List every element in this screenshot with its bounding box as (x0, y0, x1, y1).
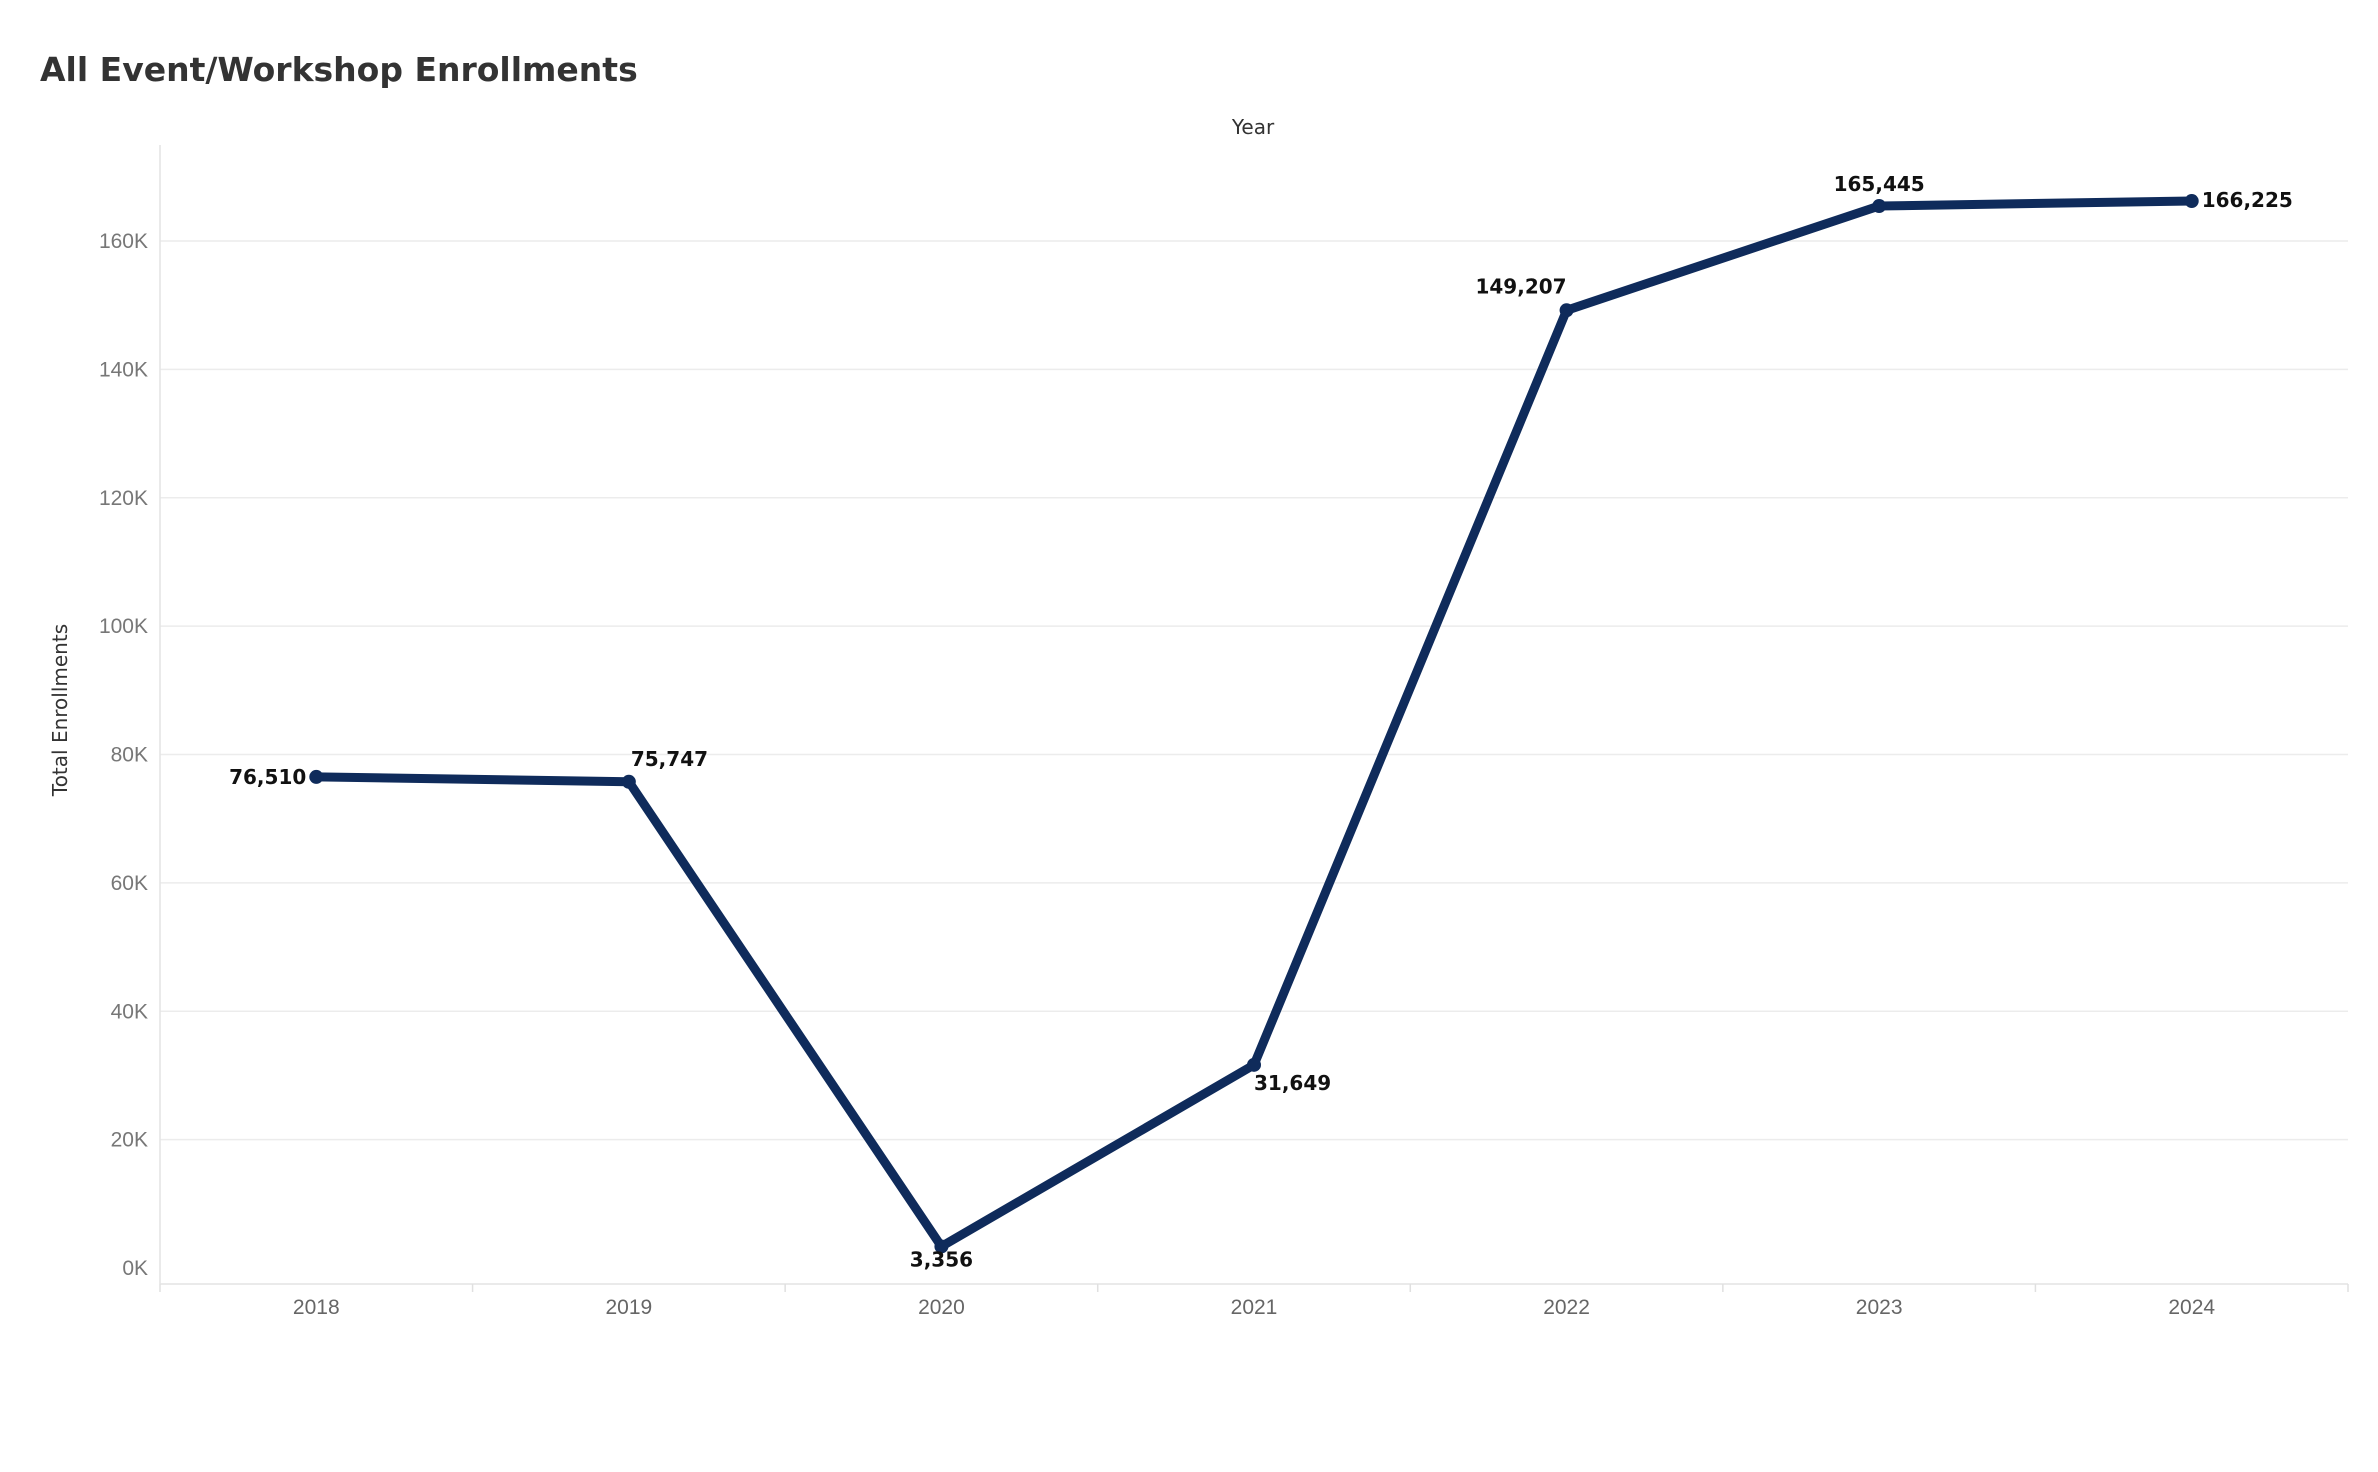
data-label: 76,510 (229, 765, 306, 789)
gridlines (160, 240, 2348, 1141)
data-labels: 76,510 75,747 3,356 31,649 149,207 165,445 166… (229, 172, 2293, 1271)
y-tick-label: 60K (111, 872, 148, 895)
data-point (1872, 199, 1887, 214)
y-tick-label: 100K (99, 615, 148, 638)
chart-title: All Event/Workshop Enrollments (40, 50, 638, 89)
y-tick-labels: 0K 20K 40K 60K 80K 100K 120K 140K 160K (99, 230, 148, 1280)
series-points (309, 194, 2199, 1254)
y-tick-label: 160K (99, 230, 148, 253)
x-tick-label: 2021 (1231, 1296, 1278, 1319)
data-point (621, 774, 636, 789)
data-label: 149,207 (1475, 274, 1566, 298)
data-label: 75,747 (631, 747, 708, 771)
x-tick-label: 2022 (1543, 1296, 1590, 1319)
data-point (934, 1239, 949, 1254)
x-tick-label: 2019 (605, 1296, 652, 1319)
data-label: 3,356 (910, 1247, 973, 1271)
data-point (309, 769, 324, 784)
y-tick-label: 120K (99, 487, 148, 510)
x-tick-label: 2024 (2168, 1296, 2215, 1319)
x-tick-labels: 2018 2019 2020 2021 2022 2023 2024 (293, 1296, 2215, 1319)
axes (159, 145, 2349, 1292)
y-axis-title: Total Enrollments (48, 624, 72, 797)
x-tick-label: 2023 (1856, 1296, 1903, 1319)
y-tick-label: 140K (99, 358, 148, 381)
data-point (1559, 303, 1574, 318)
y-tick-label: 40K (111, 1000, 148, 1023)
x-tick-label: 2018 (293, 1296, 340, 1319)
y-tick-label: 20K (111, 1129, 148, 1152)
y-tick-label: 80K (111, 744, 148, 767)
x-tick-label: 2020 (918, 1296, 965, 1319)
x-axis-title: Year (1231, 115, 1275, 139)
data-label: 165,445 (1834, 172, 1925, 196)
data-label: 166,225 (2202, 188, 2293, 212)
y-tick-label: 0K (122, 1257, 148, 1280)
data-point (2184, 194, 2199, 209)
data-label: 31,649 (1254, 1071, 1331, 1095)
data-point (1247, 1057, 1261, 1072)
